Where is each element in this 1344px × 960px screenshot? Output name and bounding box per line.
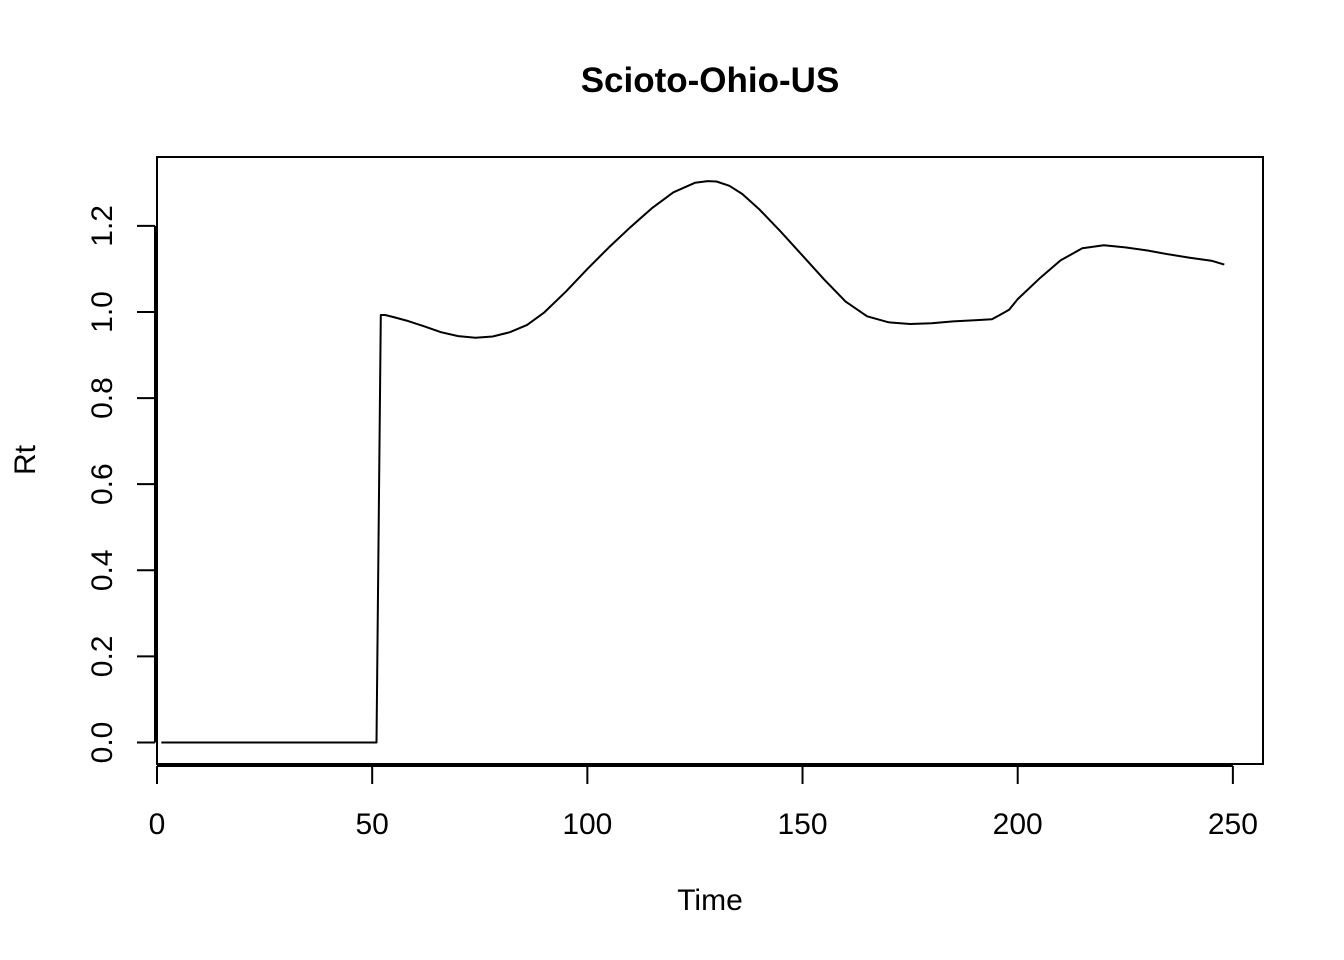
x-tick-label: 200 [993,808,1043,841]
y-tick-label: 0.4 [86,549,119,591]
chart-title: Scioto-Ohio-US [581,61,840,100]
y-axis: 0.0 0.2 0.4 0.6 0.8 1.0 1.2 [86,205,156,764]
x-tick-label: 250 [1208,808,1258,841]
x-axis: 0 50 100 150 200 250 [149,765,1258,841]
y-tick-label: 1.2 [86,205,119,247]
y-tick-label: 0.8 [86,377,119,419]
x-axis-label: Time [677,884,743,917]
y-axis-label: Rt [9,444,42,475]
y-tick-label: 0.2 [86,636,119,678]
plot-frame [156,156,1264,765]
x-tick-label: 0 [149,808,166,841]
x-tick-label: 100 [562,808,612,841]
x-tick-label: 150 [777,808,827,841]
y-tick-label: 0.6 [86,463,119,505]
y-tick-label: 1.0 [86,291,119,333]
x-tick-label: 50 [355,808,388,841]
y-tick-label: 0.0 [86,722,119,764]
rt-series-line [161,180,1225,744]
